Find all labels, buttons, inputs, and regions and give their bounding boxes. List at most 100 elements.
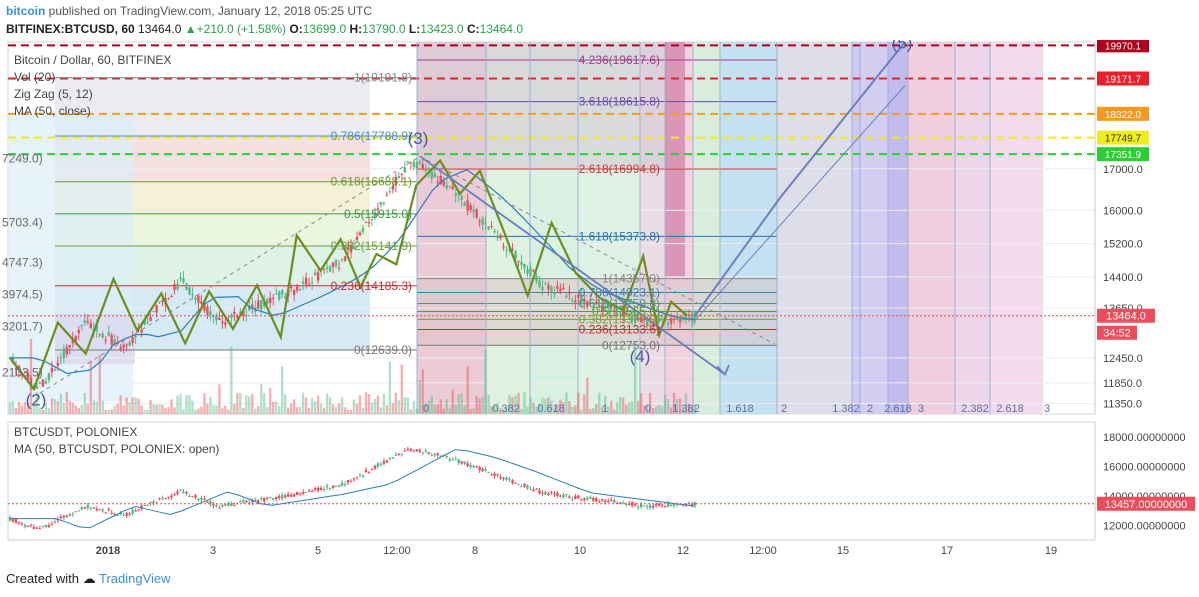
- fib-time-label: 3: [918, 403, 924, 415]
- candle-body: [690, 312, 694, 321]
- sub-candle-body: [511, 480, 514, 484]
- drawing-background-layer: [7, 41, 1096, 541]
- volume-bar: [158, 404, 161, 414]
- candle-body: [562, 287, 565, 290]
- volume-bar: [657, 404, 661, 414]
- sub-candle-body: [11, 519, 15, 522]
- candle-body: [98, 334, 101, 336]
- sub-candle-body: [206, 501, 209, 503]
- chart-canvas[interactable]: 1(19191.8) 0.786(17788.9) 0.618(16688.1) 0.…: [0, 40, 1199, 570]
- sub-candle-body: [331, 485, 335, 488]
- candle-body: [687, 314, 691, 316]
- sub-candle-body: [633, 504, 637, 506]
- volume-bar: [675, 399, 679, 414]
- candle-body: [502, 246, 505, 248]
- candle-body: [412, 161, 416, 168]
- sub-candle-body: [313, 488, 317, 490]
- candle-body: [490, 225, 493, 227]
- sub-candle-body: [35, 527, 39, 529]
- publisher-name[interactable]: bitcoin: [6, 4, 46, 18]
- volume-bar: [574, 405, 577, 414]
- volume-bar: [128, 401, 131, 414]
- candle-body: [355, 237, 359, 240]
- candle-body: [239, 311, 242, 314]
- sub-candle-body: [439, 455, 442, 457]
- volume-bar: [38, 407, 42, 414]
- fib1-label: 0.382(15141.9): [331, 239, 412, 253]
- sub-candle-body: [454, 458, 457, 460]
- candle-body: [80, 324, 83, 327]
- sub-candle-body: [484, 468, 487, 471]
- sub-candle-body: [448, 458, 451, 461]
- volume-bar: [684, 393, 688, 414]
- sub-candle-body: [607, 500, 610, 502]
- volume-bar: [289, 403, 293, 414]
- candle-body: [666, 323, 670, 325]
- volume-bar: [568, 401, 571, 414]
- sub-candle-body: [137, 509, 140, 511]
- candle-body: [367, 222, 371, 224]
- candle-body: [541, 287, 544, 291]
- volume-bar: [589, 409, 592, 414]
- volume-bar: [74, 405, 78, 414]
- candle-body: [642, 319, 646, 321]
- sub-candle-body: [358, 474, 362, 476]
- sub-candle-body: [176, 491, 179, 494]
- candle-body: [672, 318, 676, 320]
- candle-body: [194, 297, 197, 300]
- volume-bar: [122, 405, 125, 414]
- volume-bar: [598, 392, 601, 414]
- fib1-label: 0.786(17788.9): [331, 129, 412, 143]
- volume-bar: [125, 397, 128, 414]
- high-value: 13790.0: [362, 22, 406, 36]
- volume-bar: [334, 407, 338, 414]
- volume-bar: [179, 394, 182, 414]
- sub-candle-body: [340, 482, 344, 487]
- sub-candle-body: [194, 495, 197, 498]
- candle-body: [517, 260, 520, 262]
- volume-bar: [310, 398, 314, 414]
- sub-candle-body: [654, 503, 658, 506]
- sub-candle-body: [337, 485, 341, 487]
- tradingview-link[interactable]: TradingView: [99, 571, 171, 586]
- volume-bar: [478, 398, 481, 414]
- candle-body: [74, 336, 78, 342]
- candle-body: [86, 321, 89, 323]
- volume-bar: [26, 402, 30, 414]
- candle-body: [26, 372, 30, 380]
- candle-body: [496, 235, 499, 238]
- volume-bar: [224, 405, 227, 414]
- sub-candle-body: [565, 493, 568, 495]
- candle-body: [38, 382, 42, 384]
- candle-body: [493, 231, 496, 233]
- volume-bar: [131, 397, 134, 414]
- sub-candle-body: [529, 489, 532, 491]
- volume-bar: [89, 360, 92, 414]
- sub-candle-body: [319, 487, 323, 491]
- volume-bar: [14, 407, 18, 414]
- volume-bar: [104, 409, 107, 414]
- sub-candle-body: [523, 483, 526, 487]
- price-axis[interactable]: 19970.119171.718322.017749.717351.917000…: [8, 40, 1195, 557]
- fib-ext-label: 3.618(18615.8): [579, 95, 660, 109]
- volume-bar: [8, 402, 12, 414]
- candle-body: [56, 362, 60, 367]
- level-tag-label: 19171.7: [1105, 75, 1142, 86]
- volume-bar: [107, 409, 110, 414]
- candle-body: [101, 333, 104, 338]
- sub-candle-body: [286, 494, 290, 497]
- candle-body: [50, 367, 54, 373]
- candle-body: [242, 310, 245, 316]
- volume-bar: [206, 403, 209, 414]
- candle-body: [343, 256, 347, 261]
- volume-bar: [367, 394, 371, 414]
- sub-candle-body: [547, 493, 550, 496]
- candle-body: [651, 322, 655, 327]
- sub-candle-body: [376, 463, 380, 468]
- volume-bar: [161, 404, 164, 414]
- volume-bar: [415, 408, 419, 414]
- sub-candle-body: [26, 525, 30, 527]
- sub-candle-body: [451, 459, 454, 461]
- sub-candle-body: [20, 523, 24, 525]
- sub-candle-body: [645, 506, 649, 508]
